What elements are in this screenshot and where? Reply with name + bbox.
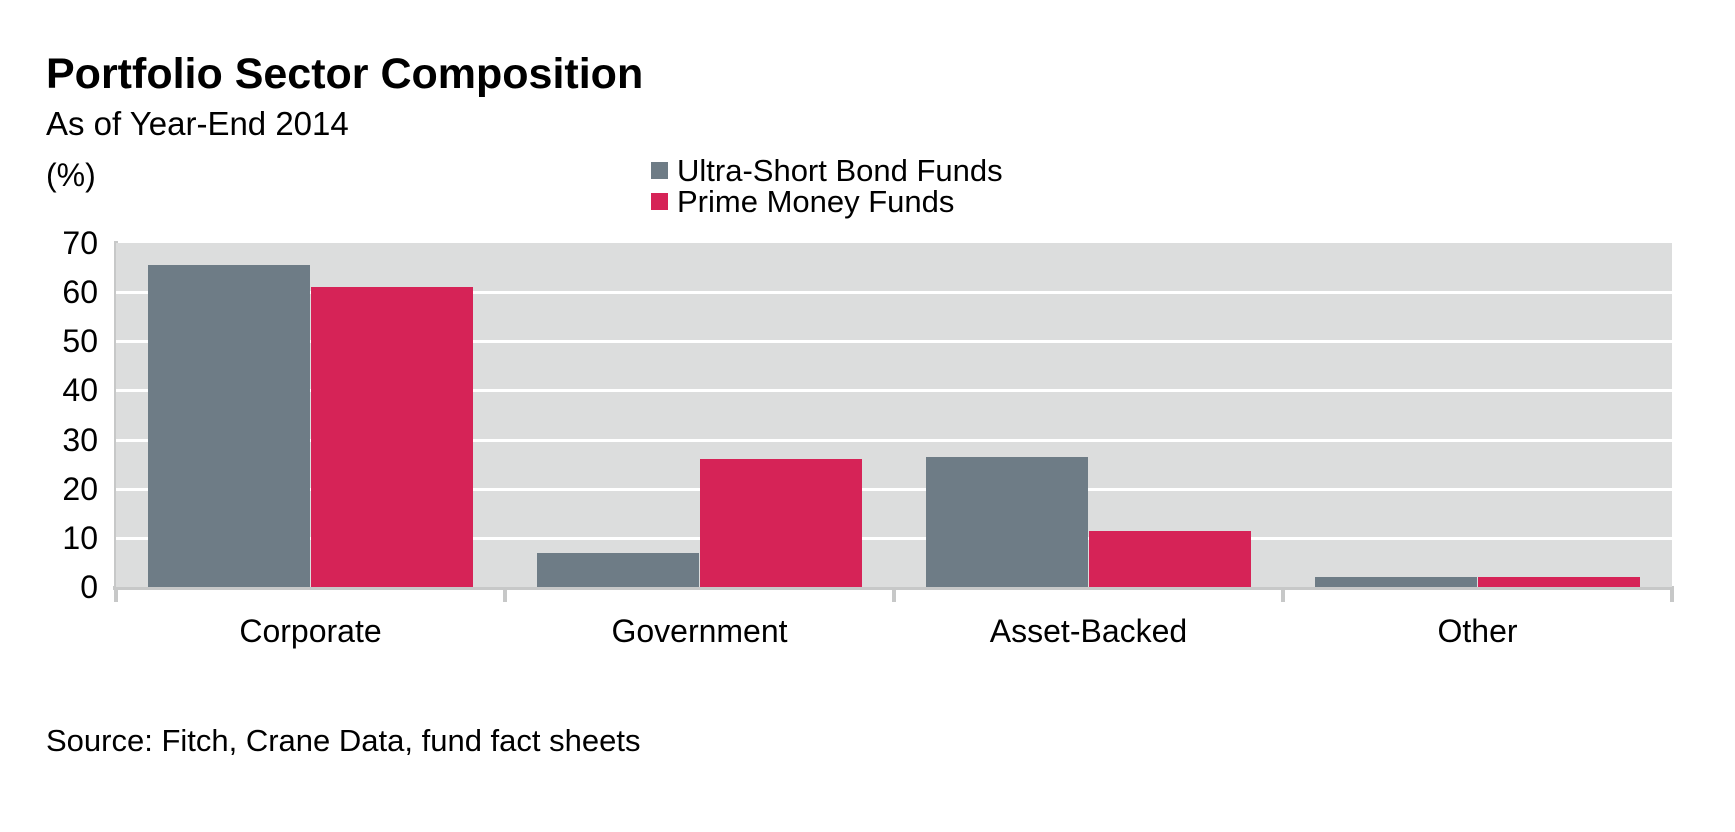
bar-ultra-short-bond-funds-government xyxy=(537,552,700,587)
bar-prime-money-funds-asset-backed xyxy=(1088,530,1251,587)
x-axis-tick-mark xyxy=(114,589,118,602)
y-tick-label-30: 30 xyxy=(62,421,98,458)
gridline-50 xyxy=(116,340,1672,344)
y-tick-label-20: 20 xyxy=(62,470,98,507)
plot-area xyxy=(116,243,1672,587)
bar-prime-money-funds-government xyxy=(699,459,862,587)
source-note: Source: Fitch, Crane Data, fund fact she… xyxy=(46,723,641,758)
x-category-label-other: Other xyxy=(1437,613,1518,649)
legend-label: Ultra-Short Bond Funds xyxy=(677,153,1003,188)
y-tick-label-50: 50 xyxy=(62,323,98,360)
gridline-10 xyxy=(116,536,1672,540)
legend-label: Prime Money Funds xyxy=(677,184,955,219)
y-tick-label-40: 40 xyxy=(62,372,98,409)
x-axis-tick-mark xyxy=(1281,589,1285,602)
legend-item-prime-money-funds: Prime Money Funds xyxy=(651,186,1003,217)
y-axis-unit-label: (%) xyxy=(46,157,96,193)
y-tick-label-0: 0 xyxy=(80,569,98,605)
gridline-20 xyxy=(116,487,1672,491)
x-axis-tick-mark xyxy=(892,589,896,602)
gridline-60 xyxy=(116,291,1672,295)
x-category-label-government: Government xyxy=(611,613,788,649)
y-tick-label-70: 70 xyxy=(62,225,98,261)
chart-subtitle: As of Year-End 2014 xyxy=(46,105,349,142)
chart-title: Portfolio Sector Composition xyxy=(46,50,644,98)
x-axis-tick-mark xyxy=(1670,589,1674,602)
legend-item-ultra-short-bond-funds: Ultra-Short Bond Funds xyxy=(651,155,1003,186)
bar-ultra-short-bond-funds-other xyxy=(1315,577,1478,587)
bar-prime-money-funds-other xyxy=(1477,577,1640,587)
chart-legend: Ultra-Short Bond Funds Prime Money Funds xyxy=(651,155,1003,217)
y-tick-label-60: 60 xyxy=(62,274,98,311)
gridline-40 xyxy=(116,389,1672,393)
x-category-label-asset-backed: Asset-Backed xyxy=(989,613,1188,649)
y-tick-label-10: 10 xyxy=(62,519,98,556)
bar-ultra-short-bond-funds-corporate xyxy=(148,265,311,587)
x-category-label-corporate: Corporate xyxy=(239,613,382,649)
gridline-30 xyxy=(116,438,1672,442)
bar-prime-money-funds-corporate xyxy=(310,287,473,587)
x-axis-tick-mark xyxy=(503,589,507,602)
legend-swatch-ultra-short-bond-funds xyxy=(651,162,668,179)
legend-swatch-prime-money-funds xyxy=(651,193,668,210)
x-axis-line xyxy=(113,586,1674,590)
bar-ultra-short-bond-funds-asset-backed xyxy=(926,456,1089,587)
